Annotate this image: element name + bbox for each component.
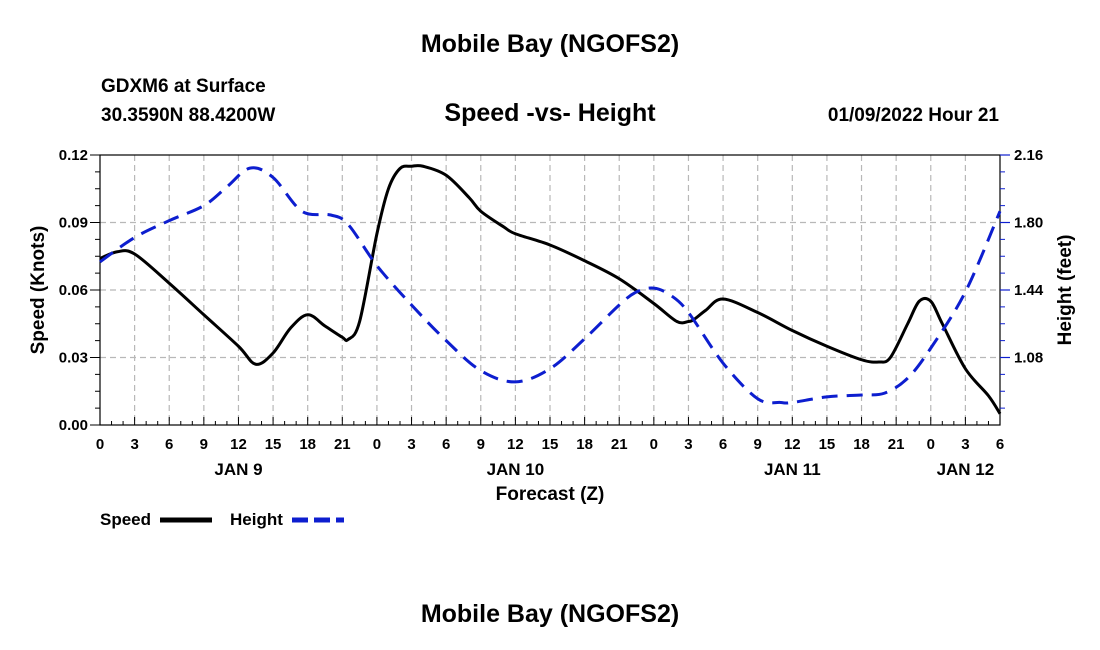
legend-label-speed: Speed xyxy=(100,510,151,529)
y-left-tick-label: 0.03 xyxy=(59,350,88,367)
x-tick-label: 3 xyxy=(684,436,692,453)
y-right-tick-label: 1.80 xyxy=(1014,215,1043,232)
x-axis-title: Forecast (Z) xyxy=(496,484,605,505)
footer-title: Mobile Bay (NGOFS2) xyxy=(420,600,680,628)
x-tick-label: 6 xyxy=(442,436,450,453)
x-tick-label: 15 xyxy=(265,436,282,453)
y-left-tick-label: 0.09 xyxy=(59,215,88,232)
x-tick-label: 9 xyxy=(477,436,485,453)
x-tick-label: 0 xyxy=(650,436,658,453)
x-tick-label: 3 xyxy=(961,436,969,453)
date-label: JAN 9 xyxy=(214,460,262,479)
y-left-tick-label: 0.00 xyxy=(59,417,88,434)
y-right-tick-label: 1.08 xyxy=(1014,350,1043,367)
speed-series-line xyxy=(99,163,1002,415)
x-tick-label: 18 xyxy=(576,436,593,453)
x-tick-label: 6 xyxy=(719,436,727,453)
y-left-tick-label: 0.06 xyxy=(59,282,88,299)
x-tick-label: 0 xyxy=(373,436,381,453)
x-tick-label: 21 xyxy=(888,436,905,453)
date-label: JAN 10 xyxy=(487,460,545,479)
x-tick-label: 0 xyxy=(96,436,104,453)
x-tick-label: 15 xyxy=(819,436,836,453)
y-right-tick-label: 2.16 xyxy=(1014,147,1043,164)
chart-title: Speed -vs- Height xyxy=(444,99,656,127)
legend-label-height: Height xyxy=(230,510,283,529)
x-tick-label: 12 xyxy=(230,436,247,453)
x-tick-label: 6 xyxy=(996,436,1004,453)
y-right-axis-title: Height (feet) xyxy=(1055,235,1076,346)
x-tick-label: 18 xyxy=(299,436,316,453)
x-tick-label: 15 xyxy=(542,436,559,453)
x-tick-label: 9 xyxy=(200,436,208,453)
x-tick-label: 3 xyxy=(130,436,138,453)
date-label: JAN 12 xyxy=(937,460,995,479)
date-label: JAN 11 xyxy=(764,460,821,479)
coordinates-label: 30.3590N 88.4200W xyxy=(101,105,276,126)
y-right-tick-label: 1.44 xyxy=(1014,282,1044,299)
x-tick-label: 21 xyxy=(611,436,628,453)
x-tick-label: 6 xyxy=(165,436,173,453)
x-tick-label: 12 xyxy=(784,436,801,453)
height-series-line xyxy=(99,166,1002,405)
main-title: Mobile Bay (NGOFS2) xyxy=(420,30,680,58)
x-tick-label: 12 xyxy=(507,436,524,453)
station-label: GDXM6 at Surface xyxy=(101,76,266,97)
x-tick-label: 21 xyxy=(334,436,351,453)
y-left-axis-title: Speed (Knots) xyxy=(28,226,49,355)
x-tick-label: 0 xyxy=(927,436,935,453)
x-tick-label: 9 xyxy=(754,436,762,453)
x-tick-label: 18 xyxy=(853,436,870,453)
datetime-label: 01/09/2022 Hour 21 xyxy=(827,105,999,126)
x-tick-label: 3 xyxy=(407,436,415,453)
y-left-tick-label: 0.12 xyxy=(59,147,88,164)
